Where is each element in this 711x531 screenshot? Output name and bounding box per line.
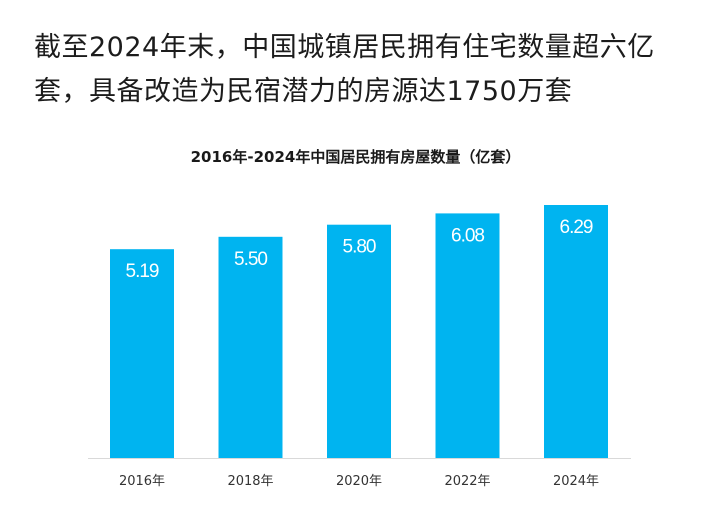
bar-value-label: 5.80: [343, 237, 376, 258]
bar-value-label: 5.19: [126, 261, 159, 282]
bar-value-label: 6.08: [451, 225, 484, 246]
tick-labels-group: 2016年 2018年 2020年 2022年 2024年: [119, 474, 599, 489]
bar-value-label: 5.50: [234, 249, 267, 270]
bar-value-label: 6.29: [560, 217, 593, 238]
x-tick-label: 2020年: [336, 474, 382, 489]
x-tick-label: 2024年: [553, 474, 599, 489]
bars-group: 5.19 5.50 5.80 6.08 6.29: [110, 205, 608, 458]
bar-2: [218, 236, 283, 458]
bar-4: [435, 213, 500, 458]
bar-1: [110, 249, 174, 458]
headline: 截至2024年末，中国城镇居民拥有住宅数量超六亿套，具备改造为民宿潜力的房源达1…: [34, 32, 655, 107]
chart-title: 2016年-2024年中国居民拥有房屋数量（亿套）: [190, 148, 521, 166]
bar-3: [327, 224, 391, 458]
x-tick-label: 2016年: [119, 474, 165, 489]
x-tick-label: 2018年: [227, 474, 273, 489]
x-tick-label: 2022年: [444, 474, 490, 489]
bar-5: [544, 205, 608, 458]
